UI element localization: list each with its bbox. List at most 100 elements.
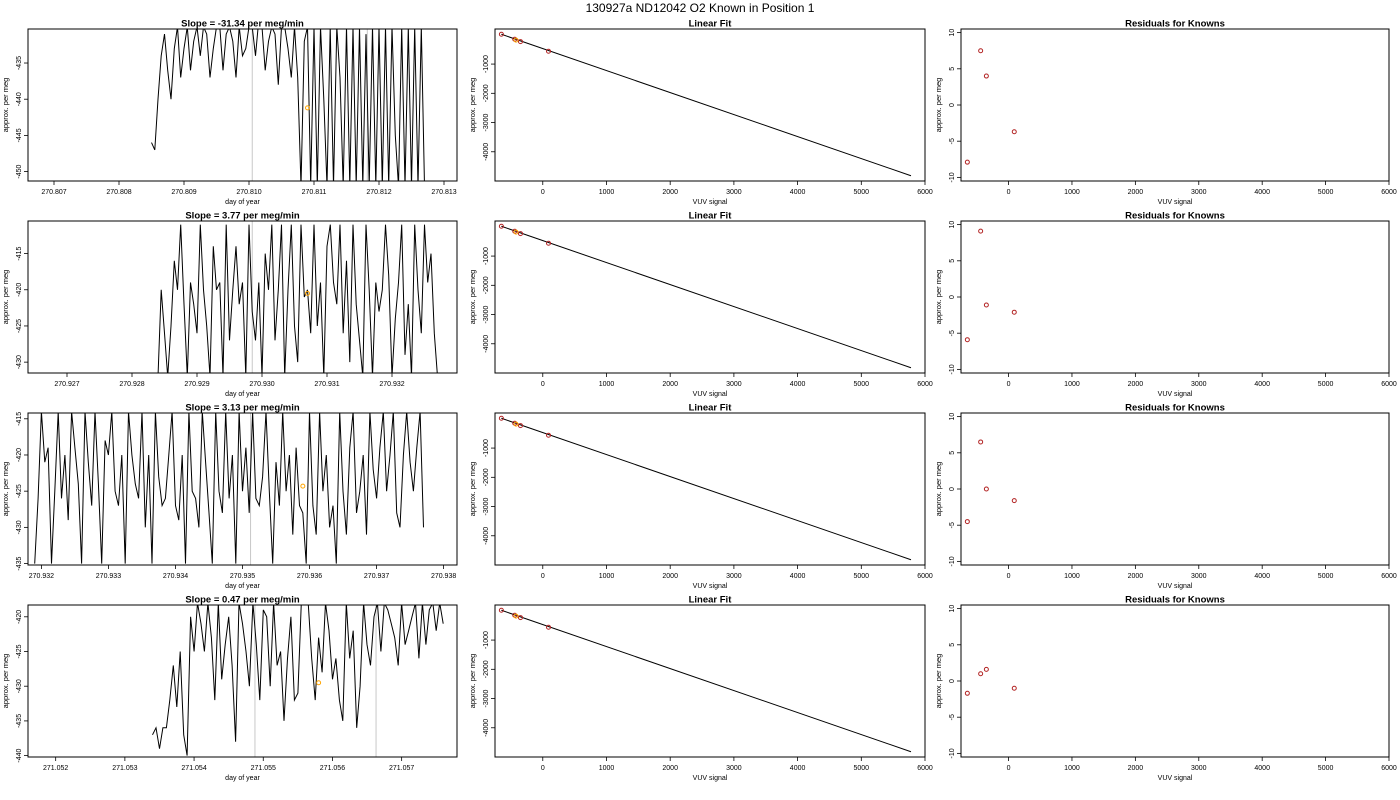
sample-point <box>513 421 519 427</box>
y-tick-label: 10 <box>949 605 956 613</box>
panel-title: Slope = -31.34 per meg/min <box>181 19 304 30</box>
y-tick-label: 0 <box>949 103 956 107</box>
x-tick-label: 270.933 <box>96 573 121 580</box>
x-tick-label: 1000 <box>1064 381 1080 388</box>
y-tick-label: -1000 <box>483 631 490 649</box>
x-axis-label: day of year <box>225 391 260 398</box>
panel-r3-c2: Residuals for Knowns 0 1000 2000 3000 4000 500… <box>934 595 1397 783</box>
known-point <box>978 228 984 234</box>
x-axis-label: VUV signal <box>693 583 728 590</box>
x-tick-label: 6000 <box>1381 189 1397 196</box>
x-tick-label: 1000 <box>1064 189 1080 196</box>
x-tick-label: 0 <box>541 189 545 196</box>
plot-area <box>964 666 1017 696</box>
x-axis-label: VUV signal <box>1158 199 1193 206</box>
x-tick-label: 3000 <box>726 381 742 388</box>
y-tick-label: -3000 <box>483 689 490 707</box>
y-tick-label: -4000 <box>483 527 490 545</box>
x-tick-label: 5000 <box>1318 381 1334 388</box>
x-tick-label: 4000 <box>1254 765 1270 772</box>
y-tick-label: 10 <box>949 221 956 229</box>
x-tick-label: 5000 <box>1318 189 1334 196</box>
x-axis-label: VUV signal <box>693 199 728 206</box>
panel-r1-c1: Linear Fit 0 1000 2000 3000 4000 5000 6000 -1000… <box>468 211 933 399</box>
known-point <box>546 48 552 54</box>
y-tick-label: -425 <box>16 644 23 658</box>
panel-title: Linear Fit <box>689 19 733 30</box>
known-point <box>517 615 523 621</box>
y-tick-label: 5 <box>949 259 956 263</box>
x-axis-label: day of year <box>225 583 260 590</box>
known-point <box>1011 685 1017 691</box>
known-point <box>517 231 523 237</box>
plot-frame <box>494 604 926 758</box>
x-tick-label: 4000 <box>790 573 806 580</box>
x-tick-label: 270.930 <box>249 381 274 388</box>
x-tick-label: 270.935 <box>230 573 255 580</box>
y-tick-label: 0 <box>949 295 956 299</box>
y-tick-label: -420 <box>16 610 23 624</box>
x-tick-label: 5000 <box>854 573 870 580</box>
known-point <box>964 690 970 696</box>
known-point <box>1011 129 1017 135</box>
panel-title: Linear Fit <box>689 595 733 606</box>
x-tick-label: 3000 <box>1191 381 1207 388</box>
x-tick-label: 270.927 <box>54 381 79 388</box>
panel-r2-c0: Slope = 3.13 per meg/min 270.932 270.933 27… <box>1 403 458 590</box>
series-line <box>151 29 425 181</box>
y-axis-label: approx. per meg <box>468 78 477 133</box>
y-tick-label: -440 <box>16 749 23 763</box>
y-tick-label: -2000 <box>483 468 490 486</box>
x-tick-label: 270.931 <box>314 381 339 388</box>
x-tick-label: 1000 <box>599 573 615 580</box>
y-tick-label: -420 <box>16 448 23 462</box>
known-point <box>964 337 970 343</box>
y-axis-label: approx. per meg <box>468 270 477 325</box>
x-tick-label: 0 <box>541 573 545 580</box>
x-tick-label: 6000 <box>1381 765 1397 772</box>
y-axis-label: approx. per meg <box>1 78 10 133</box>
x-axis-label: day of year <box>225 775 260 782</box>
y-tick-label: -1000 <box>483 439 490 457</box>
x-tick-label: 271.052 <box>43 765 68 772</box>
known-point <box>978 48 984 54</box>
x-tick-label: 4000 <box>1254 189 1270 196</box>
known-point <box>498 31 504 37</box>
series-line <box>152 605 444 756</box>
x-tick-label: 270.929 <box>184 381 209 388</box>
y-axis-label: approx. per meg <box>1 654 10 709</box>
plot-frame <box>27 604 458 758</box>
plot-frame <box>960 412 1390 566</box>
panel-title: Residuals for Knowns <box>1125 403 1225 414</box>
y-axis-label: approx. per meg <box>468 654 477 709</box>
y-axis-label: approx. per meg <box>1 462 10 517</box>
x-axis-label: VUV signal <box>693 775 728 782</box>
y-tick-label: -1000 <box>483 55 490 73</box>
y-tick-label: 0 <box>949 679 956 683</box>
x-tick-label: 271.054 <box>181 765 206 772</box>
fit-line <box>501 225 912 369</box>
panel-r2-c1: Linear Fit 0 1000 2000 3000 4000 5000 6000 -1000… <box>468 403 933 591</box>
panel-r3-c0: Slope = 0.47 per meg/min 271.052 271.053 27… <box>1 595 458 782</box>
y-tick-label: -415 <box>16 412 23 426</box>
plot-area <box>964 439 1017 525</box>
panel-title: Slope = 0.47 per meg/min <box>185 595 300 606</box>
x-tick-label: 2000 <box>662 765 678 772</box>
x-tick-label: 270.811 <box>302 189 327 196</box>
panel-title: Linear Fit <box>689 403 733 414</box>
x-axis-label: VUV signal <box>1158 391 1193 398</box>
y-tick-label: -3000 <box>483 305 490 323</box>
plot-frame <box>494 412 926 566</box>
x-axis-label: VUV signal <box>693 391 728 398</box>
sample-point <box>300 483 306 489</box>
x-tick-label: 271.053 <box>112 765 137 772</box>
panel-title: Slope = 3.13 per meg/min <box>185 403 300 414</box>
x-tick-label: 6000 <box>917 765 933 772</box>
plot-area <box>498 607 912 753</box>
x-tick-label: 2000 <box>662 189 678 196</box>
known-point <box>517 423 523 429</box>
x-tick-label: 4000 <box>1254 381 1270 388</box>
x-tick-label: 270.809 <box>171 189 196 196</box>
plot-area <box>964 228 1017 343</box>
x-tick-label: 5000 <box>1318 573 1334 580</box>
